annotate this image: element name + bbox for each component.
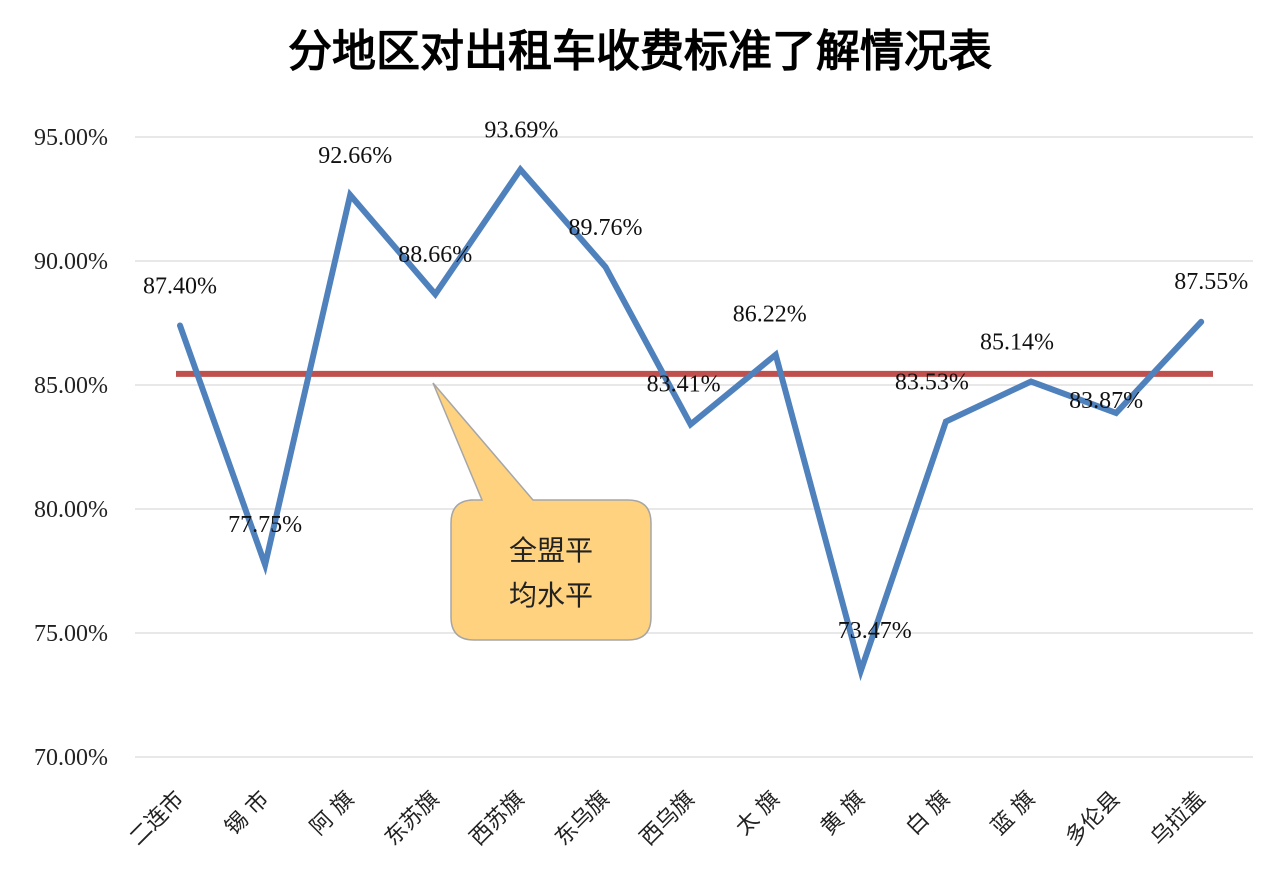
data-point [1198,319,1204,325]
x-tick-label: 阿 旗 [306,787,360,841]
x-tick-label: 西乌旗 [635,787,699,851]
data-label: 92.66% [318,143,392,169]
data-labels: 87.40% 77.75% 92.66% 88.66% 93.69% 89.76% 83.4… [143,117,1248,643]
data-label: 85.14% [980,330,1054,356]
data-label: 73.47% [838,618,912,644]
data-point [603,264,609,270]
data-label: 83.53% [895,369,969,395]
y-axis-ticks: 95.00% 90.00% 85.00% 80.00% 75.00% 70.00% [34,125,108,771]
y-tick-label: 70.00% [34,745,108,771]
data-label: 83.41% [647,371,721,397]
data-point [943,418,949,424]
data-point [1028,379,1034,385]
x-tick-label: 白 旗 [901,787,955,841]
y-tick-label: 90.00% [34,249,108,275]
x-tick-label: 太 旗 [731,787,785,841]
data-point [773,352,779,358]
data-label: 87.55% [1174,269,1248,295]
data-point [262,562,268,568]
callout-text-line-2: 均水平 [509,579,593,612]
data-label: 87.40% [143,273,217,299]
data-label: 93.69% [484,117,558,143]
x-tick-label: 锡 市 [221,787,275,841]
x-tick-label: 多伦县 [1061,787,1125,851]
x-tick-label: 乌拉盖 [1146,787,1210,851]
data-point [858,668,864,674]
x-tick-label: 二连市 [125,787,189,851]
y-tick-label: 75.00% [34,621,108,647]
data-point [177,322,183,328]
x-tick-label: 东乌旗 [550,787,614,851]
data-point [347,192,353,198]
x-tick-label: 西苏旗 [465,787,529,851]
data-label: 86.22% [733,302,807,328]
data-point [517,166,523,172]
data-point [688,421,694,427]
data-point [432,291,438,297]
x-tick-label: 蓝 旗 [987,787,1041,841]
grid-lines [135,136,1253,758]
data-label: 88.66% [398,242,472,268]
series-layer [177,164,1205,682]
x-tick-label: 东苏旗 [380,787,444,851]
average-callout: 全盟平 均水平 [432,382,652,641]
x-tick-label: 黄 旗 [816,787,870,841]
x-axis-ticks: 二连市锡 市阿 旗东苏旗 西苏旗 东乌旗 西乌旗太 旗黄 旗白 旗蓝 旗多伦县 乌拉盖 [125,787,1211,851]
y-tick-label: 85.00% [34,373,108,399]
y-tick-label: 80.00% [34,497,108,523]
data-label: 89.76% [569,215,643,241]
chart-title: 分地区对出租车收费标准了解情况表 [288,26,992,77]
data-label: 83.87% [1069,388,1143,414]
y-tick-label: 95.00% [34,125,108,151]
data-label: 77.75% [228,512,302,538]
callout-text-line-1: 全盟平 [509,534,593,567]
callout-bubble [432,382,652,641]
series-line [177,164,1205,682]
